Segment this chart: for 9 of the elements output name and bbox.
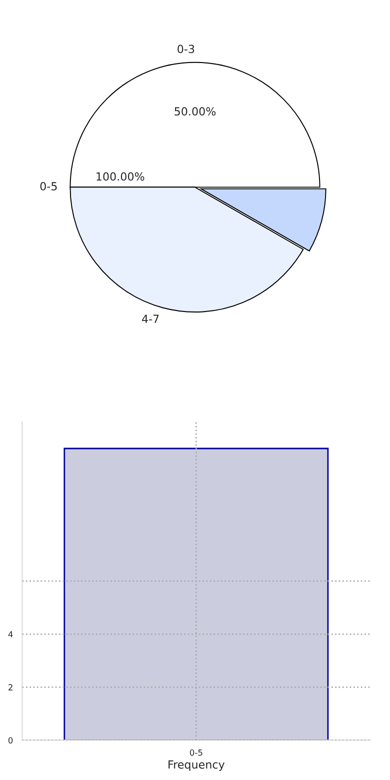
y-tick-label: 4	[8, 631, 13, 638]
y-tick-label: 0	[8, 737, 13, 744]
slice-label: 4-7	[142, 314, 159, 323]
x-axis-title: Frequency	[168, 760, 225, 771]
slice-label: 0-3	[178, 44, 194, 54]
category-label: 0-5	[40, 182, 57, 190]
data-label: 50.00%	[174, 107, 216, 116]
text: 100.00%	[96, 172, 144, 181]
y-tick-label: 2	[8, 684, 12, 690]
